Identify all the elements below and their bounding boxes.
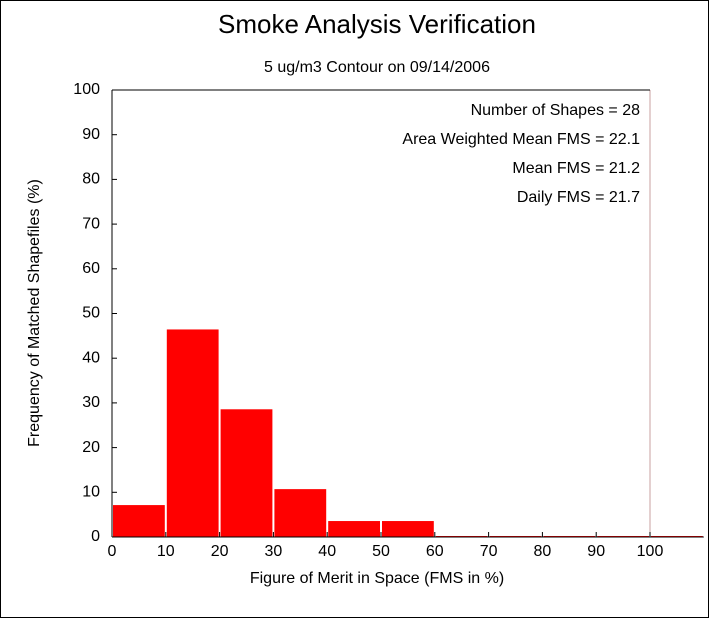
annotation: Number of Shapes = 28 (471, 102, 641, 119)
bar (382, 521, 434, 537)
x-tick-label: 90 (587, 543, 605, 560)
y-tick-label: 20 (82, 439, 100, 456)
bar (220, 409, 273, 537)
y-tick-label: 90 (82, 126, 100, 143)
x-axis-label: Figure of Merit in Space (FMS in %) (250, 570, 504, 587)
bar (274, 489, 327, 537)
bar (113, 505, 165, 537)
y-tick-label: 80 (82, 171, 100, 188)
chart-title: Smoke Analysis Verification (218, 9, 536, 39)
bar (166, 329, 219, 537)
x-tick-label: 20 (211, 543, 229, 560)
x-tick-label: 40 (318, 543, 336, 560)
bar (328, 521, 380, 537)
y-tick-label: 10 (82, 484, 100, 501)
y-tick-label: 0 (91, 528, 100, 545)
annotation: Mean FMS = 21.2 (512, 160, 640, 177)
chart-subtitle: 5 ug/m3 Contour on 09/14/2006 (264, 59, 490, 76)
y-tick-label: 40 (82, 349, 100, 366)
x-tick-label: 100 (637, 543, 664, 560)
x-tick-label: 80 (534, 543, 552, 560)
y-tick-label: 70 (82, 215, 100, 232)
y-tick-label: 100 (73, 81, 100, 98)
x-tick-label: 70 (480, 543, 498, 560)
x-tick-label: 0 (108, 543, 117, 560)
x-tick-label: 30 (265, 543, 283, 560)
annotation: Daily FMS = 21.7 (517, 189, 640, 206)
x-tick-label: 60 (426, 543, 444, 560)
y-tick-label: 60 (82, 260, 100, 277)
annotation: Area Weighted Mean FMS = 22.1 (402, 131, 640, 148)
y-tick-label: 50 (82, 305, 100, 322)
y-tick-label: 30 (82, 394, 100, 411)
y-axis-label: Frequency of Matched Shapefiles (%) (26, 179, 43, 447)
x-tick-label: 10 (157, 543, 175, 560)
x-tick-label: 50 (372, 543, 390, 560)
